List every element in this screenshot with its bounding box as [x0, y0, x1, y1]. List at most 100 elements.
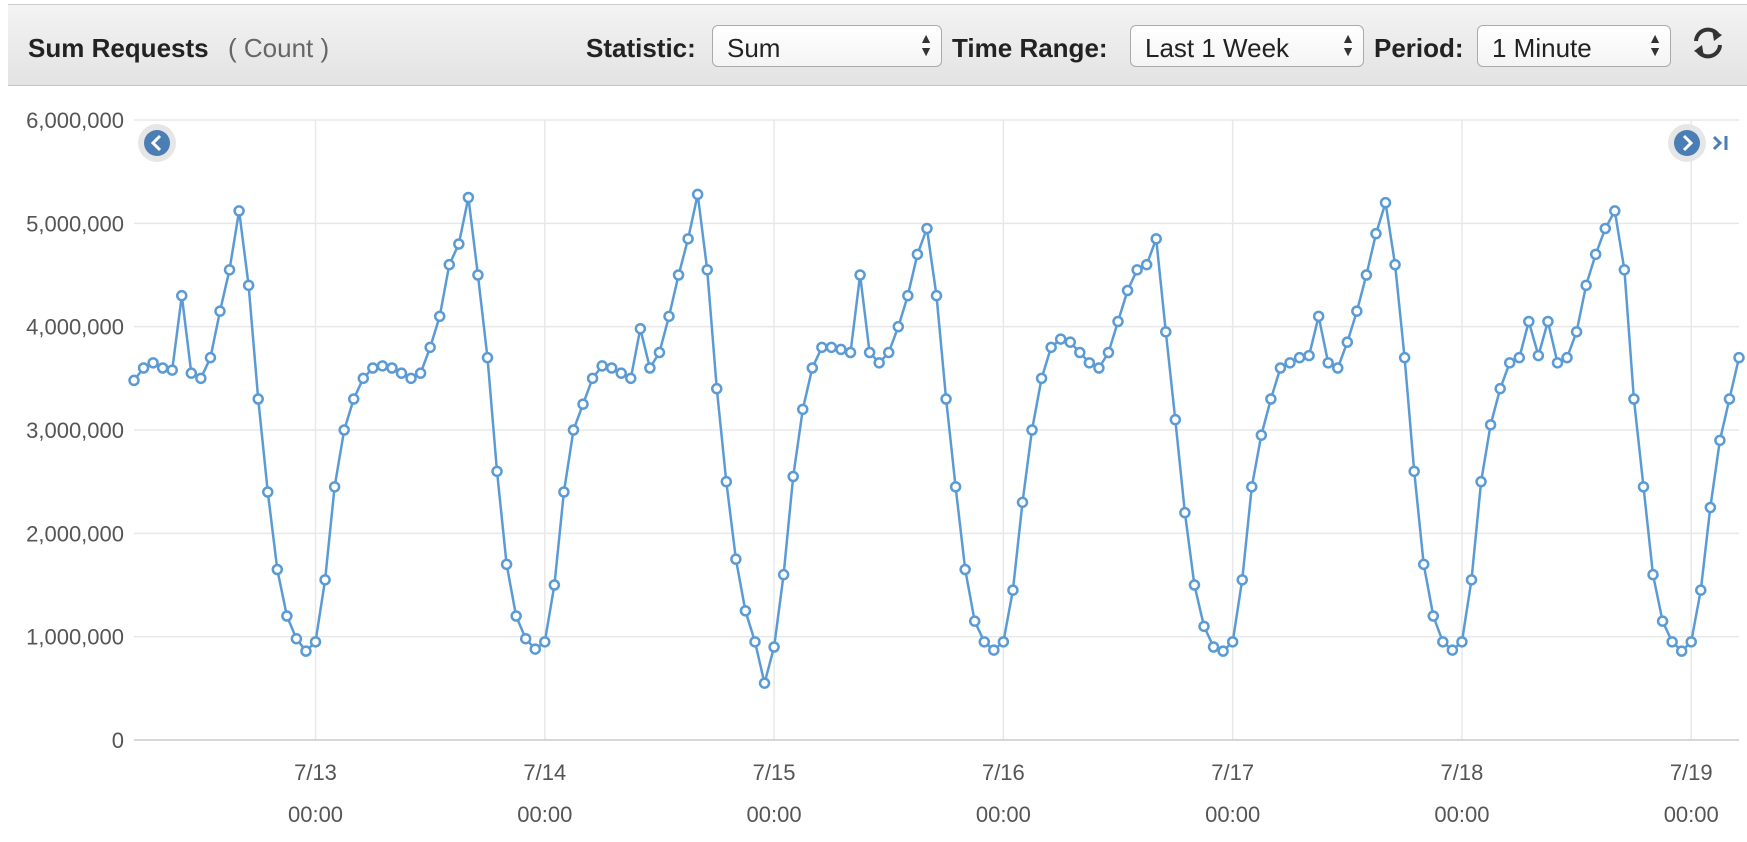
data-point [386, 362, 398, 374]
data-point [539, 636, 551, 648]
select-arrow: ▲ ▼ [919, 30, 933, 59]
data-point [1723, 393, 1736, 405]
data-point [577, 398, 589, 410]
y-tick-label: 5,000,000 [26, 211, 124, 236]
period-value: 1 Minute [1492, 33, 1592, 63]
data-point [166, 364, 178, 376]
metric-unit: ( Count ) [228, 33, 330, 63]
data-point [997, 636, 1010, 648]
data-point [1054, 333, 1067, 345]
data-point [548, 579, 561, 591]
data-point [1150, 233, 1162, 245]
select-arrow: ▲ ▼ [1648, 30, 1662, 59]
data-point [711, 382, 723, 395]
data-point [902, 289, 914, 302]
data-point [1102, 346, 1115, 359]
data-point [720, 475, 733, 488]
data-point [195, 372, 207, 385]
period-label: Period: [1374, 33, 1464, 63]
data-point [1398, 351, 1411, 364]
data-point [453, 238, 465, 250]
data-point [806, 362, 819, 374]
data-point [1140, 258, 1153, 271]
data-point [510, 610, 522, 622]
toolbar: Sum Requests ( Count ) Statistic: Sum ▲ ▼ … [8, 4, 1747, 86]
data-point [1016, 496, 1029, 509]
data-point [176, 289, 188, 302]
x-tick-label: 00:00 [1434, 802, 1489, 827]
data-point [873, 357, 885, 369]
x-tick-label: 00:00 [288, 802, 343, 827]
data-point [1484, 419, 1497, 431]
data-point [1284, 357, 1296, 369]
data-point [338, 424, 350, 436]
x-tick-label: 7/18 [1441, 760, 1484, 785]
data-point [223, 264, 236, 276]
data-point [625, 372, 637, 385]
refresh-button[interactable] [1688, 23, 1728, 63]
next-button[interactable] [1668, 124, 1706, 162]
select-arrow: ▲ ▼ [1341, 30, 1355, 59]
data-point [663, 310, 675, 323]
data-point [1332, 362, 1344, 374]
time-range-value: Last 1 Week [1145, 33, 1290, 63]
x-tick-label: 00:00 [747, 802, 802, 827]
data-point [672, 269, 685, 281]
latest-button[interactable] [1712, 135, 1728, 151]
data-point [137, 362, 150, 374]
data-point [1198, 620, 1210, 633]
data-point [911, 248, 924, 261]
data-point [1714, 434, 1726, 447]
time-range-select[interactable]: Last 1 Week ▲ ▼ [1130, 25, 1364, 67]
data-point [1389, 258, 1401, 271]
data-point [1417, 558, 1430, 571]
data-point [701, 264, 713, 276]
data-point [443, 258, 456, 271]
x-tick-label: 00:00 [1205, 802, 1260, 827]
data-point [835, 343, 847, 356]
x-tick-label: 7/16 [982, 760, 1025, 785]
y-tick-label: 2,000,000 [26, 521, 124, 546]
data-point [214, 305, 226, 317]
data-point [1255, 429, 1268, 441]
data-point [1733, 351, 1745, 364]
data-point [1246, 481, 1258, 493]
data-point [376, 360, 389, 372]
plot: 0 1,000,000 2,000,000 3,000,000 4,000,000 5,0… [26, 108, 1745, 827]
series-line [133, 194, 1741, 684]
data-point [921, 222, 933, 235]
x-tick-label: 00:00 [1664, 802, 1719, 827]
data-point [930, 289, 943, 302]
data-point [949, 481, 962, 493]
data-point [1675, 645, 1688, 657]
data-point [1160, 326, 1172, 338]
y-tick-label: 1,000,000 [26, 625, 124, 650]
data-point [863, 346, 876, 359]
data-point [395, 367, 408, 379]
data-point [854, 269, 866, 281]
data-point [1656, 615, 1669, 627]
data-point [309, 636, 322, 648]
data-point [768, 641, 780, 653]
data-point [1274, 362, 1287, 374]
data-point [1599, 222, 1611, 235]
statistic-select[interactable]: Sum ▲ ▼ [712, 25, 942, 67]
data-point [1074, 346, 1086, 359]
data-point [290, 632, 303, 645]
data-point [1475, 475, 1487, 488]
data-point [1293, 351, 1306, 364]
prev-button[interactable] [138, 124, 176, 162]
data-point [1093, 362, 1105, 374]
x-tick-label: 7/14 [523, 760, 566, 785]
data-point [1589, 248, 1602, 261]
x-tick-label: 7/19 [1670, 760, 1713, 785]
data-point [1666, 636, 1678, 648]
data-point [1647, 568, 1659, 581]
period-select[interactable]: 1 Minute ▲ ▼ [1477, 25, 1671, 67]
data-point [252, 393, 264, 405]
data-point [1513, 351, 1526, 364]
data-point [1179, 506, 1191, 519]
data-point [1561, 351, 1573, 364]
data-point [1064, 336, 1076, 348]
data-point [1007, 584, 1019, 596]
